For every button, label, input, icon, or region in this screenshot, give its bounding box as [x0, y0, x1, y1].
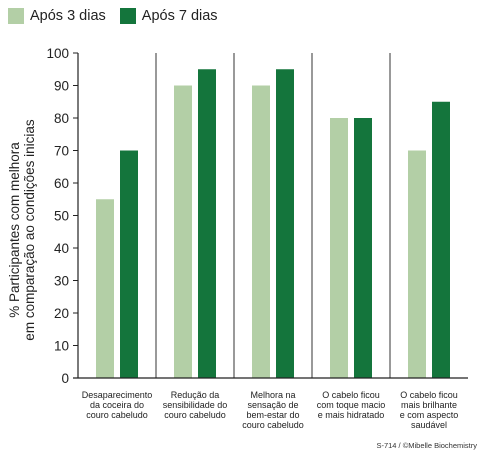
bar: [276, 69, 294, 378]
x-category-label-line: com toque macio: [317, 400, 386, 410]
bar: [120, 150, 138, 378]
y-tick-label: 40: [54, 241, 69, 256]
bar: [408, 150, 426, 378]
bar: [330, 118, 348, 378]
legend-item-7-dias: Após 7 dias: [119, 8, 218, 24]
y-tick-label: 50: [54, 209, 69, 224]
x-category-label-line: couro cabeludo: [242, 420, 304, 430]
x-category-label-line: e com aspecto: [400, 410, 459, 420]
y-tick-label: 20: [54, 306, 69, 321]
x-category-label-line: sensibilidade do: [163, 400, 228, 410]
bar: [432, 101, 450, 378]
x-category-label-line: sensação de: [247, 400, 298, 410]
bar: [252, 85, 270, 378]
bar: [96, 199, 114, 378]
x-category-label-line: O cabelo ficou: [322, 390, 380, 400]
x-category-label-line: couro cabeludo: [86, 410, 148, 420]
legend-swatch-7-dias: [119, 8, 136, 24]
y-tick-label: 100: [46, 46, 69, 61]
chart-legend: Após 3 dias Após 7 dias: [8, 8, 232, 24]
x-category-label-line: Desaparecimento: [82, 390, 153, 400]
x-category-label: O cabelo ficou com toque macio e mais hidr…: [317, 390, 386, 420]
x-category-label: Melhora na sensação de bem-estar do couro c…: [242, 390, 304, 430]
legend-label-3-dias: Após 3 dias: [30, 8, 106, 24]
x-category-label: Redução da sensibilidade do couro cabeludo: [163, 390, 228, 420]
x-category-label-line: e mais hidratado: [318, 410, 385, 420]
copyright-footer: S-714 / ©Mibelle Biochemistry: [376, 441, 477, 450]
x-category-label-line: couro cabeludo: [164, 410, 226, 420]
y-tick-label: 60: [54, 176, 69, 191]
x-category-label-line: da coceira do: [90, 400, 144, 410]
y-tick-label: 80: [54, 111, 69, 126]
x-category-label: O cabelo ficou mais brilhante e com aspect…: [400, 390, 459, 430]
x-category-label-line: bem-estar do: [246, 410, 299, 420]
bar: [174, 85, 192, 378]
y-tick-label: 90: [54, 79, 69, 94]
x-category-label-line: O cabelo ficou: [400, 390, 458, 400]
y-tick-label: 10: [54, 339, 69, 354]
bar: [354, 118, 372, 378]
bar: [198, 69, 216, 378]
legend-label-7-dias: Após 7 dias: [141, 8, 218, 24]
y-tick-label: 30: [54, 274, 69, 289]
x-category-label-line: mais brilhante: [401, 400, 457, 410]
x-category-label-line: Redução da: [171, 390, 220, 400]
legend-item-3-dias: Após 3 dias: [8, 8, 106, 24]
y-tick-label: 0: [61, 371, 69, 386]
legend-swatch-3-dias: [8, 8, 24, 24]
x-category-label: Desaparecimento da coceira do couro cabelu…: [82, 390, 153, 420]
x-category-label-line: Melhora na: [250, 390, 295, 400]
y-tick-label: 70: [54, 144, 69, 159]
x-category-label-line: saudável: [411, 420, 447, 430]
